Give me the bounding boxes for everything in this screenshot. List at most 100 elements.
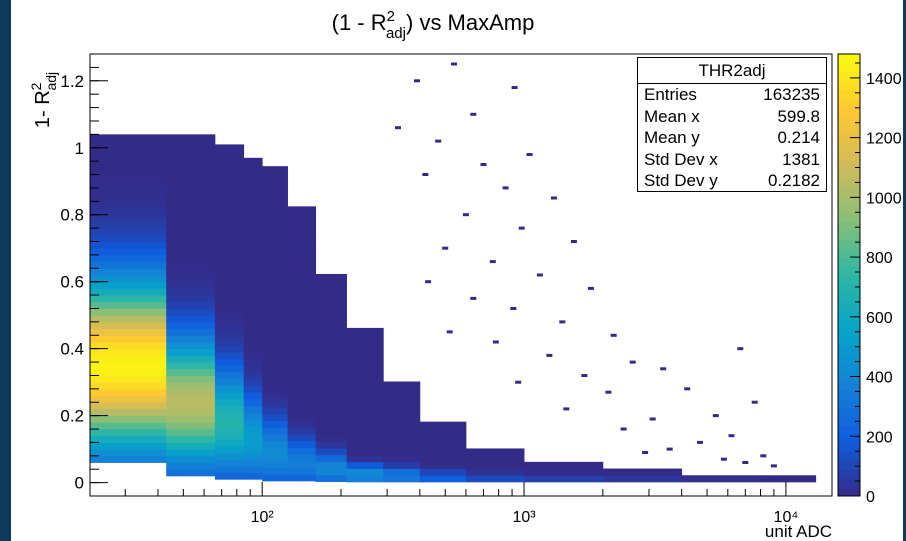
heatmap-cell [262,454,288,462]
heatmap-cell [262,273,288,281]
y-axis-ticks: 0 0.2 0.4 0.6 0.8 1 1.2 [60,66,108,497]
heatmap-cell [383,461,421,469]
palette-step [838,142,860,152]
palette-step [838,151,860,161]
data-point [712,414,719,418]
heatmap-cell [90,348,167,356]
heatmap-cell [287,326,317,334]
data-point [720,457,727,461]
heatmap-cell [166,402,216,410]
palette-step [838,310,860,320]
heatmap-cell [166,355,216,363]
heatmap-cell [214,258,245,266]
heatmap-cell [262,400,288,408]
heatmap-cell [262,199,288,207]
heatmap-cell [90,321,167,329]
heatmap-cell [214,238,245,246]
heatmap-cell [214,472,245,480]
heatmap-cell [214,218,245,226]
heatmap-cell [262,440,288,448]
heatmap-cell [166,234,216,242]
x-tick-label: 10⁴ [774,509,799,526]
heatmap-cell [90,442,167,450]
heatmap-cell [524,468,604,476]
heatmap-cell [287,474,317,482]
heatmap-cell [243,378,263,386]
heatmap-cell [90,261,167,269]
heatmap-cell [262,280,288,288]
heatmap-cell [166,368,216,376]
heatmap-cell [243,325,263,333]
palette-step [838,345,860,356]
stats-row-mean-x: Mean x 599.8 [644,106,820,126]
heatmap-cell [90,308,167,316]
heatmap-cell [287,454,317,462]
plot-canvas: (1 - R2 adj) vs MaxAmp 1- R2adj unit ADC … [11,0,903,541]
heatmap-cell [90,382,167,390]
palette-step [838,257,860,267]
heatmap-cell [315,387,347,395]
heatmap-cell [214,305,245,313]
heatmap-cell [287,306,317,314]
heatmap-cell [166,201,216,209]
palette-step [838,89,860,99]
heatmap-cell [287,400,317,408]
heatmap-cell [315,334,347,342]
palette-step [838,487,860,497]
palette-step [838,319,860,329]
heatmap-cell [287,286,317,294]
heatmap-cell [166,415,216,423]
data-point [570,240,577,243]
heatmap-cell [287,346,317,355]
heatmap-cell [262,233,288,241]
heatmap-cell [243,271,263,279]
palette-step [838,451,860,462]
heatmap-cell [287,353,317,361]
heatmap-cell [166,395,216,403]
heatmap-cell [243,372,263,380]
palette-step [838,381,860,391]
heatmap-cell [383,455,421,463]
heatmap-cell [243,177,263,185]
heatmap-cell [214,425,245,433]
heatmap-cell [262,186,288,194]
heatmap-cell [214,418,245,427]
heatmap-cell [419,461,467,469]
heatmap-cell [90,362,167,370]
data-point [697,440,703,444]
heatmap-cell [524,461,604,469]
heatmap-chart: (1 - R2 adj) vs MaxAmp 1- R2adj unit ADC … [28,8,902,541]
heatmap-cell [214,325,245,333]
palette-step [838,301,860,311]
heatmap-cell [166,214,216,222]
heatmap-cell [214,244,245,252]
heatmap-cell [287,253,317,261]
x-axis-ticks: 10² 10³ 10⁴ [124,482,799,526]
data-point [610,333,617,337]
heatmap-cell [214,405,245,413]
heatmap-cell [243,164,263,172]
heatmap-cell [243,218,263,226]
heatmap-cell [166,194,216,202]
z-tick-label: 600 [866,310,893,327]
heatmap-cell [214,311,245,319]
heatmap-cell [166,422,216,430]
palette-step [838,98,860,108]
heatmap-cell [419,421,467,429]
heatmap-cell [262,346,288,355]
palette-step [838,248,860,258]
y-tick-label: 0.4 [60,340,84,359]
heatmap-cell [419,441,467,449]
heatmap-cell [287,360,317,368]
heatmap-cell [214,439,245,447]
heatmap-cell [166,134,216,142]
x-tick-label: 10² [251,509,275,526]
heatmap-cell [419,435,467,443]
heatmap-cell [243,338,263,346]
heatmap-cell [214,164,245,172]
palette-step [838,398,860,409]
heatmap-cell [262,420,288,428]
heatmap-cell [90,194,167,202]
y-tick-label: 0.2 [60,407,84,426]
heatmap-cell [214,298,245,306]
